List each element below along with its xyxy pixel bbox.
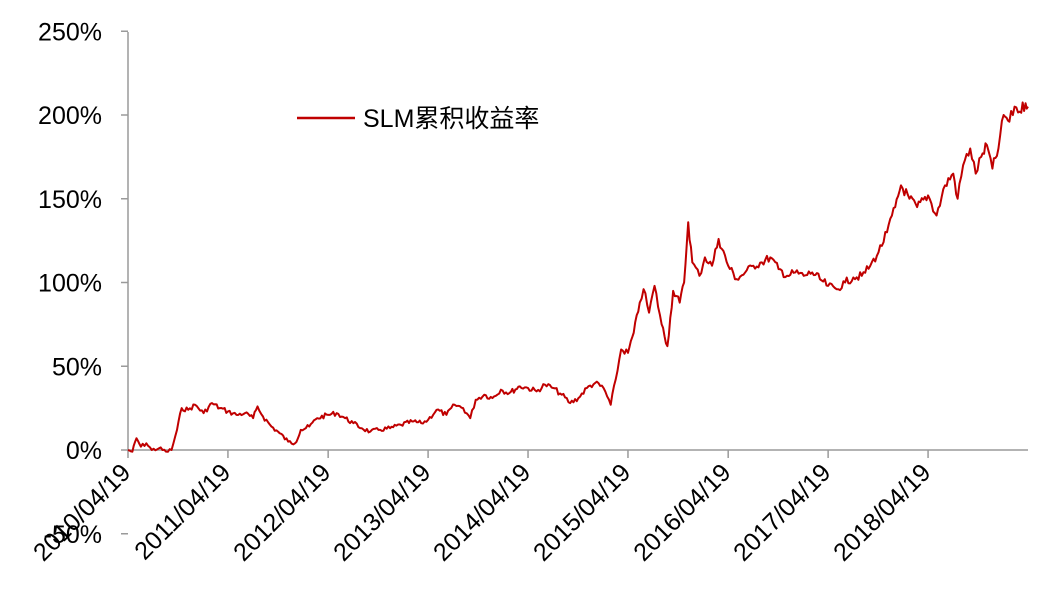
x-tick-label: 2010/04/19	[28, 458, 136, 566]
y-tick-label: 150%	[38, 186, 102, 214]
series-layer	[127, 101, 1029, 453]
x-tick-label: 2012/04/19	[228, 458, 336, 566]
series-line	[127, 101, 1029, 453]
y-tick-label: 250%	[38, 18, 102, 46]
y-tick-label: 0%	[66, 437, 102, 465]
y-tick-label: 200%	[38, 102, 102, 130]
x-axis-ticks: 2010/04/192011/04/192012/04/192013/04/19…	[28, 450, 936, 567]
y-axis-ticks: 250% 200% 150% 100% 50% 0% -50%	[38, 18, 128, 549]
legend: SLM累积收益率	[297, 105, 539, 133]
x-tick-label: 2018/04/19	[828, 458, 936, 566]
x-tick-label: 2014/04/19	[428, 458, 536, 566]
y-tick-label: -50%	[44, 521, 102, 549]
x-tick-label: 2011/04/19	[129, 458, 236, 565]
legend-label: SLM累积收益率	[363, 105, 539, 133]
x-tick-label: 2017/04/19	[728, 458, 836, 566]
x-tick-label: 2016/04/19	[628, 458, 736, 566]
x-tick-label: 2013/04/19	[328, 458, 436, 566]
y-tick-label: 100%	[38, 270, 102, 298]
y-tick-label: 50%	[52, 353, 102, 381]
x-tick-label: 2015/04/19	[528, 458, 636, 566]
